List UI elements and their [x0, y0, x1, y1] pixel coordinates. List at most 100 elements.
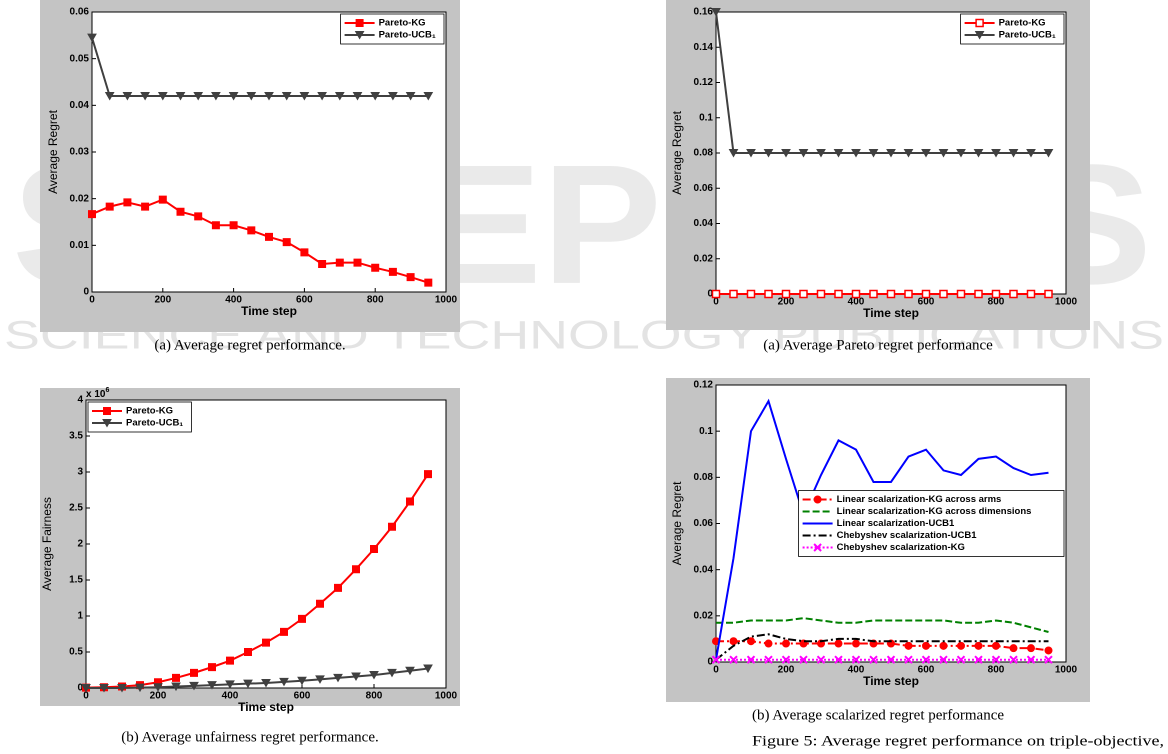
marker	[976, 20, 983, 27]
marker	[748, 291, 755, 298]
marker	[263, 639, 270, 646]
y-tick-label: 0.5	[69, 647, 83, 658]
marker	[958, 642, 965, 649]
marker	[191, 669, 198, 676]
marker	[173, 674, 180, 681]
marker	[319, 261, 326, 268]
marker	[765, 291, 772, 298]
x-tick-label: 0	[89, 295, 95, 306]
y-tick-label: 0.02	[694, 253, 714, 264]
x-axis-label: Time step	[863, 306, 919, 320]
y-tick-label: 0.04	[694, 564, 714, 575]
marker	[177, 208, 184, 215]
marker	[888, 291, 895, 298]
x-tick-label: 800	[366, 691, 383, 702]
marker	[299, 615, 306, 622]
x-tick-label: 600	[296, 295, 313, 306]
y-tick-label: 0.06	[694, 518, 714, 529]
marker	[958, 291, 965, 298]
marker	[1045, 291, 1052, 298]
y-tick-label: 3.5	[69, 431, 83, 442]
marker	[354, 259, 361, 266]
marker	[356, 20, 363, 27]
marker	[853, 291, 860, 298]
y-tick-label: 0.08	[694, 148, 714, 159]
marker	[142, 203, 149, 210]
legend-label: Pareto-KG	[379, 18, 426, 29]
marker	[425, 279, 432, 286]
legend-label: Chebyshev scalarization-KG	[837, 542, 965, 553]
legend-label: Linear scalarization-UCB1	[837, 518, 955, 529]
marker	[853, 640, 860, 647]
marker	[372, 264, 379, 271]
legend-label: Pareto-UCB₁	[999, 30, 1056, 41]
y-tick-label: 3	[77, 467, 83, 478]
x-tick-label: 600	[294, 691, 311, 702]
x-tick-label: 1000	[1055, 297, 1078, 308]
x-tick-label: 400	[225, 295, 242, 306]
x-tick-label: 200	[150, 691, 167, 702]
marker	[905, 642, 912, 649]
x-tick-label: 800	[988, 297, 1005, 308]
marker	[730, 291, 737, 298]
x-tick-label: 200	[778, 297, 795, 308]
marker	[1045, 647, 1052, 654]
marker	[389, 268, 396, 275]
y-tick-label: 0.02	[70, 193, 90, 204]
y-tick-label: 2.5	[69, 503, 83, 514]
figure-caption: Figure 5: Average regret performance on …	[752, 733, 1164, 749]
x-tick-label: 600	[918, 297, 935, 308]
marker	[335, 584, 342, 591]
marker	[1028, 645, 1035, 652]
x-tick-label: 200	[778, 665, 795, 676]
marker	[993, 291, 1000, 298]
marker	[730, 638, 737, 645]
legend-label: Pareto-UCB₁	[126, 418, 183, 429]
y-tick-label: 0.03	[70, 147, 90, 158]
marker	[317, 600, 324, 607]
multiplier-exponent: 6	[105, 387, 109, 394]
marker	[870, 291, 877, 298]
x-tick-label: 1000	[435, 295, 458, 306]
y-tick-label: 0.05	[70, 53, 90, 64]
y-tick-label: 0.1	[699, 426, 713, 437]
x-tick-label: 1000	[435, 691, 458, 702]
marker	[336, 259, 343, 266]
y-tick-label: 0.14	[694, 42, 714, 53]
legend-label: Pareto-KG	[999, 18, 1046, 29]
marker	[353, 566, 360, 573]
marker	[975, 642, 982, 649]
marker	[301, 249, 308, 256]
marker	[993, 642, 1000, 649]
y-tick-label: 2	[77, 539, 83, 550]
marker	[835, 640, 842, 647]
y-tick-label: 4	[77, 395, 83, 406]
x-tick-label: 0	[83, 691, 89, 702]
caption: (b) Average scalarized regret performanc…	[752, 707, 1004, 723]
marker	[835, 291, 842, 298]
marker	[905, 291, 912, 298]
marker	[245, 649, 252, 656]
x-axis-label: Time step	[241, 304, 297, 318]
marker	[1010, 645, 1017, 652]
plot-area	[92, 12, 446, 292]
marker	[281, 628, 288, 635]
x-tick-label: 800	[367, 295, 384, 306]
y-tick-label: 0.06	[70, 7, 90, 18]
x-tick-label: 0	[713, 297, 719, 308]
y-tick-label: 0	[83, 287, 89, 298]
marker	[783, 640, 790, 647]
y-tick-label: 1	[77, 611, 83, 622]
multiplier-base: x 10	[86, 389, 106, 400]
y-tick-label: 0.12	[694, 380, 714, 391]
marker	[212, 222, 219, 229]
marker	[407, 498, 414, 505]
marker	[923, 291, 930, 298]
legend-label: Chebyshev scalarization-UCB1	[837, 530, 978, 541]
y-axis-label: Average Fairness	[40, 497, 54, 591]
marker	[713, 291, 720, 298]
x-axis-label: Time step	[238, 700, 294, 714]
page: SCITEPRESS SCIENCE AND TECHNOLOGY PUBLIC…	[0, 0, 1168, 754]
y-tick-label: 0.04	[70, 100, 90, 111]
marker	[159, 196, 166, 203]
